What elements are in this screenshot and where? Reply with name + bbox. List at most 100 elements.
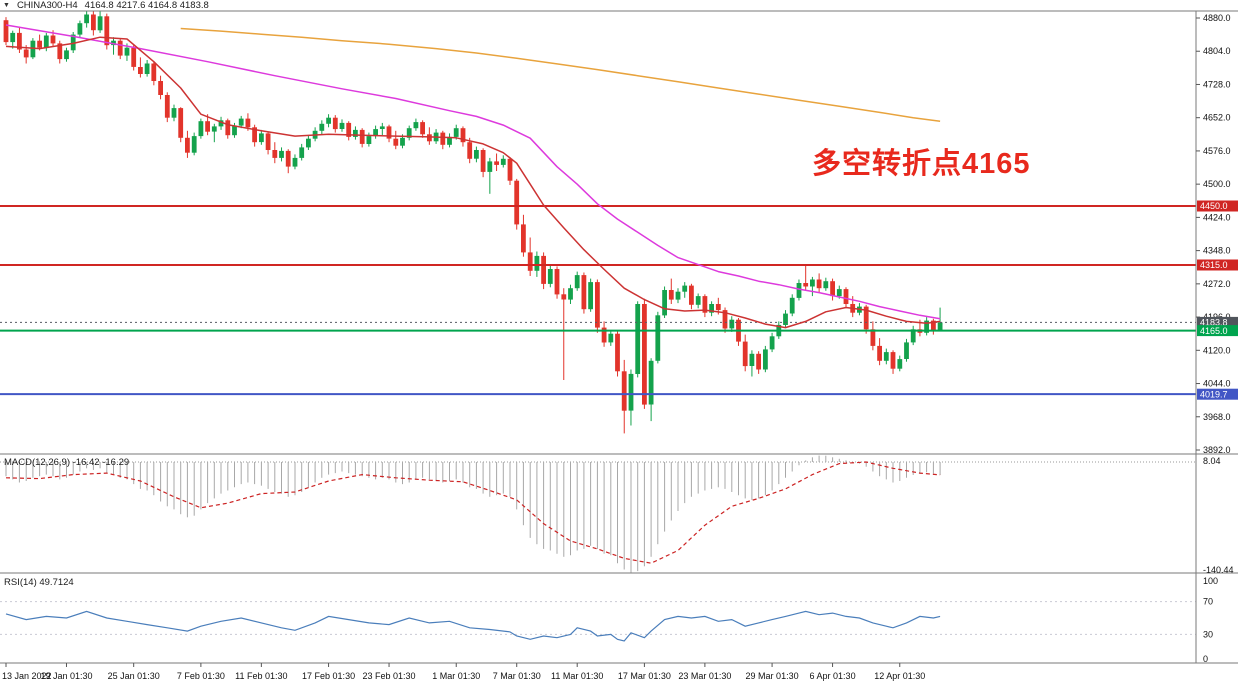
ma-mid-line <box>5 24 941 320</box>
candle <box>138 57 143 78</box>
candle <box>561 288 567 380</box>
time-axis-label: 7 Feb 01:30 <box>177 671 225 681</box>
candle <box>601 321 607 347</box>
candle <box>883 348 889 365</box>
time-axis-label: 23 Mar 01:30 <box>678 671 731 681</box>
price-axis-label: 4044.0 <box>1203 379 1231 389</box>
candle <box>709 301 714 317</box>
candle <box>648 358 654 422</box>
rsi-label: RSI(14) 49.7124 <box>4 577 74 588</box>
dropdown-arrow-icon[interactable]: ▼ <box>3 2 10 9</box>
candle <box>789 294 795 317</box>
price-axis-label: 4424.0 <box>1203 212 1231 222</box>
candle <box>17 26 22 53</box>
time-axis-label: 7 Mar 01:30 <box>493 671 541 681</box>
candle <box>749 350 755 377</box>
time-axis-label: 17 Mar 01:30 <box>618 671 671 681</box>
candle <box>420 120 425 138</box>
time-axis-label: 11 Feb 01:30 <box>235 671 287 681</box>
candle <box>628 369 634 426</box>
candle <box>70 32 76 53</box>
macd-signal-line <box>5 461 941 564</box>
time-axis-label: 11 Mar 01:30 <box>551 671 603 681</box>
candle <box>447 133 452 148</box>
macd-label: MACD(12,26,9) -16.42 -16.29 <box>4 457 130 468</box>
ohlc-values: 4164.8 4217.6 4164.8 4183.8 <box>84 0 209 11</box>
candle <box>37 34 42 51</box>
candle <box>379 122 385 136</box>
candle <box>57 40 63 64</box>
candle <box>117 38 123 60</box>
candle <box>621 359 627 434</box>
time-axis-label: 17 Feb 01:30 <box>302 671 355 681</box>
candle <box>581 272 587 314</box>
price-axis-label: 4120.0 <box>1203 345 1231 355</box>
macd-panel <box>0 455 1196 573</box>
candle <box>682 282 688 298</box>
candle <box>937 307 943 331</box>
candle <box>615 331 620 377</box>
candle <box>675 288 681 304</box>
candle <box>877 338 882 366</box>
candle <box>904 338 909 362</box>
candle <box>144 60 150 77</box>
time-axis-label: 1 Mar 01:30 <box>432 671 480 681</box>
candle <box>823 277 829 291</box>
candle <box>299 143 305 161</box>
candle <box>292 154 298 170</box>
chart-title: ▼ CHINA300-H4 4164.8 4217.6 4164.8 4183.… <box>3 0 209 11</box>
ma-fast-line <box>5 36 941 329</box>
candle <box>810 276 815 297</box>
price-axis-label: 4272.0 <box>1203 279 1231 289</box>
candle <box>729 316 735 332</box>
svg-text:4019.7: 4019.7 <box>1200 389 1228 399</box>
candle <box>91 11 96 36</box>
candle <box>507 157 513 185</box>
price-axis-label: 4804.0 <box>1203 46 1231 56</box>
candle <box>319 120 325 135</box>
candle <box>259 129 264 145</box>
candle <box>521 214 526 257</box>
rsi-axis-label: 30 <box>1203 629 1213 639</box>
candle <box>406 125 412 141</box>
candle <box>3 17 9 46</box>
candle <box>702 294 708 318</box>
macd-axis-label: -140.44 <box>1203 565 1234 575</box>
candle <box>574 271 580 291</box>
price-tag: 4183.8 <box>1197 316 1238 328</box>
time-axis-label: 29 Mar 01:30 <box>746 671 799 681</box>
candle <box>910 325 916 346</box>
candle <box>97 11 103 33</box>
candle <box>171 104 177 122</box>
candle <box>64 47 69 62</box>
candle <box>635 301 641 378</box>
candle <box>339 119 345 132</box>
price-axis-label: 4652.0 <box>1203 113 1231 123</box>
candle <box>756 351 761 374</box>
candle <box>796 279 802 301</box>
candle <box>285 149 291 174</box>
price-axis-label: 4500.0 <box>1203 179 1231 189</box>
candle <box>931 318 936 335</box>
candle <box>568 284 573 304</box>
candle <box>211 123 217 143</box>
candle <box>77 20 83 38</box>
candle <box>191 132 197 156</box>
svg-text:4165.0: 4165.0 <box>1200 326 1228 336</box>
annotation-text: 多空转折点4165 <box>812 148 1031 180</box>
candle <box>474 146 479 163</box>
candle <box>238 115 244 129</box>
rsi-axis-label: 0 <box>1203 654 1208 664</box>
candle <box>514 178 520 230</box>
rsi-line <box>5 610 941 642</box>
price-axis-label: 3968.0 <box>1203 412 1231 422</box>
candle <box>386 124 392 143</box>
time-axis-label: 25 Jan 01:30 <box>108 671 160 681</box>
candle <box>803 265 809 291</box>
candle <box>595 279 600 333</box>
candle <box>158 75 163 100</box>
candle <box>554 266 560 299</box>
rsi-panel <box>0 601 1196 642</box>
